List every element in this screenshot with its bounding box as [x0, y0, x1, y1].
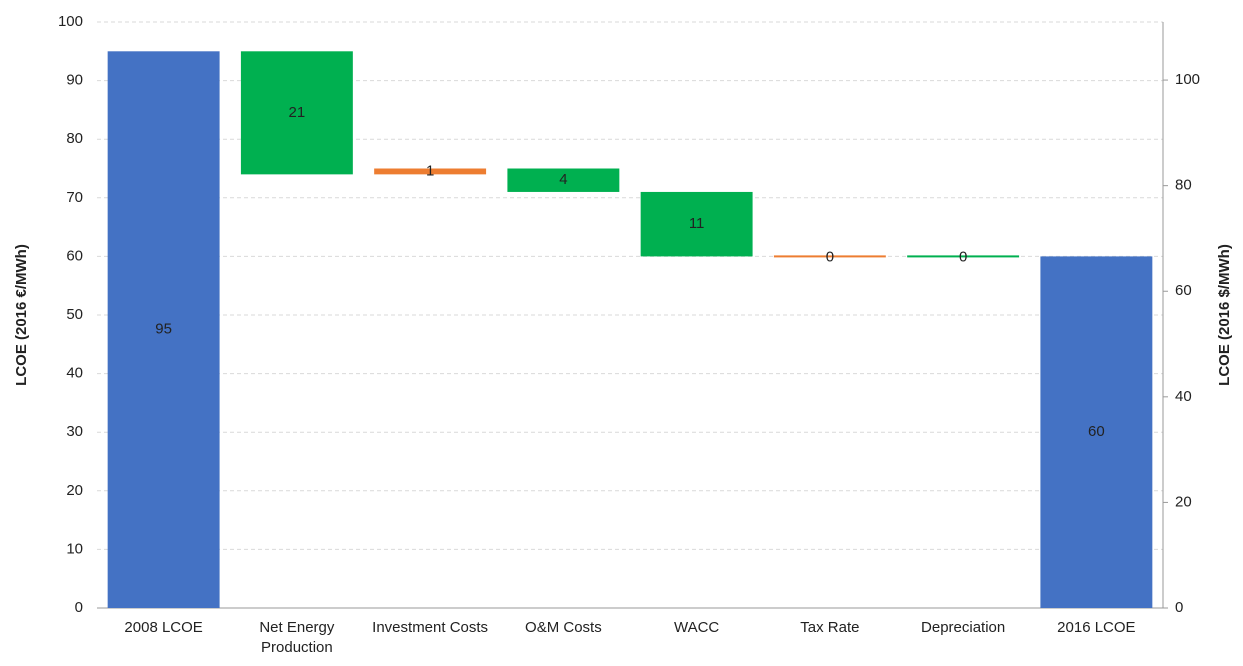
y-tick-label: 20: [66, 482, 83, 499]
data-label: 11: [689, 215, 705, 232]
bar: [507, 168, 620, 192]
x-tick-label: Net Energy Production: [259, 619, 335, 656]
y-tick-label: 60: [66, 247, 83, 264]
data-label: 60: [1088, 423, 1105, 440]
y2-tick-label: 80: [1175, 177, 1192, 194]
y2-axis-label: LCOE (2016 $/MWh): [1216, 244, 1233, 386]
bar: [374, 168, 487, 175]
data-label: 4: [559, 171, 567, 188]
data-label: 21: [289, 104, 306, 121]
y2-tick-label: 40: [1175, 388, 1192, 405]
y-tick-label: 100: [58, 13, 83, 30]
y-tick-label: 50: [66, 306, 83, 323]
y2-tick-label: 60: [1175, 282, 1192, 299]
y-tick-label: 70: [66, 189, 83, 206]
x-tick-label: 2016 LCOE: [1057, 619, 1136, 636]
y-tick-label: 90: [66, 72, 83, 89]
y-tick-label: 10: [66, 540, 83, 557]
data-label: 95: [155, 321, 172, 338]
y2-tick-label: 0: [1175, 599, 1183, 616]
x-tick-label: WACC: [673, 619, 720, 636]
bar: [1040, 256, 1153, 608]
bar: [640, 191, 753, 257]
bar: [907, 255, 1020, 258]
data-label: 0: [959, 248, 967, 265]
bar: [240, 51, 353, 175]
y-tick-label: 80: [66, 130, 83, 147]
x-tick-label: O&M Costs: [525, 619, 602, 636]
y-tick-label: 0: [75, 599, 83, 616]
x-tick-label: 2008 LCOE: [124, 619, 203, 636]
data-label: 1: [426, 162, 434, 179]
data-label: 0: [826, 248, 834, 265]
y2-tick-label: 100: [1175, 71, 1200, 88]
bar: [107, 51, 220, 609]
x-tick-label: Depreciation: [921, 619, 1006, 636]
x-tick-label: Tax Rate: [800, 619, 860, 636]
bar: [773, 255, 886, 258]
y2-tick-label: 20: [1175, 493, 1192, 510]
y-tick-label: 30: [66, 423, 83, 440]
y-tick-label: 40: [66, 365, 83, 382]
x-tick-label: Investment Costs: [372, 619, 489, 636]
y-axis-label: LCOE (2016 €/MWh): [13, 244, 30, 386]
